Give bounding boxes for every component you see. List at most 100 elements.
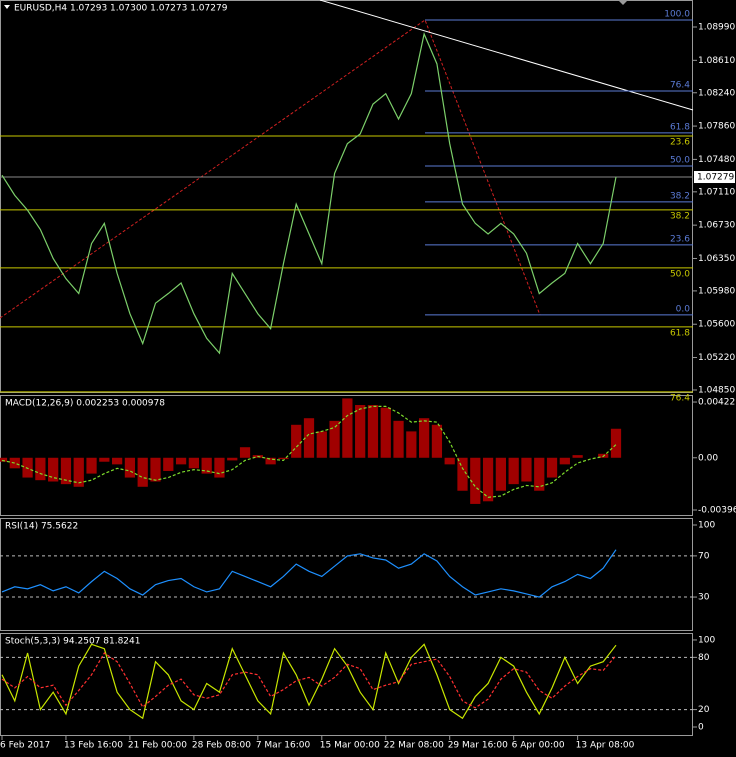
histogram-bar	[278, 457, 289, 460]
panel-title: MACD(12,26,9) 0.002253 0.000978	[5, 399, 165, 409]
trendline	[319, 0, 694, 111]
series-line	[1, 652, 617, 709]
series-line	[1, 549, 617, 598]
panel-frames	[0, 0, 693, 736]
x-tick-label: 21 Feb 00:00	[128, 741, 187, 751]
zigzag-trendline	[0, 19, 541, 319]
histogram-bar	[99, 457, 110, 462]
histogram-bar	[508, 457, 519, 485]
fib-label: 0.0	[676, 304, 691, 314]
histogram-bar	[482, 457, 494, 502]
panel-title: Stoch(5,3,3) 94.2507 81.8241	[5, 637, 140, 647]
x-tick-label: 6 Feb 2017	[0, 741, 50, 751]
y-tick-label: 1.04850	[698, 385, 735, 395]
histogram-bar	[419, 418, 430, 458]
x-tick-label: 15 Mar 00:00	[320, 741, 380, 751]
histogram-bar	[265, 457, 276, 465]
y-tick-label: 100	[698, 635, 715, 645]
histogram-bar	[35, 457, 46, 481]
y-tick-label: 1.07480	[698, 155, 735, 165]
histogram-bar	[431, 424, 443, 458]
x-tick-label: 13 Apr 08:00	[576, 741, 635, 751]
histogram-bar	[534, 457, 545, 491]
y-tick-label: 1.08990	[698, 23, 735, 33]
x-tick-label: 13 Feb 16:00	[64, 741, 123, 751]
x-tick-label: 28 Feb 08:00	[192, 741, 251, 751]
histogram-bar	[239, 447, 251, 458]
histogram-bar	[367, 405, 379, 458]
fib-label: 100.0	[664, 9, 690, 19]
histogram-bar	[303, 418, 315, 458]
stoch-frame	[0, 633, 693, 736]
current-price-label: 1.07279	[697, 173, 734, 183]
y-tick-label: 1.07110	[698, 187, 735, 197]
histogram-bar	[137, 457, 148, 487]
histogram-bar	[457, 457, 468, 491]
y-tick-label: 1.05980	[698, 286, 735, 296]
histogram-bar	[470, 457, 481, 504]
histogram-bar	[124, 457, 136, 478]
series-line	[1, 32, 617, 355]
histogram-bar	[175, 457, 187, 465]
macd-frame	[0, 395, 693, 516]
histogram-bar	[60, 457, 72, 485]
histogram-bar	[316, 431, 327, 458]
y-tick-label: 0.004227	[698, 398, 736, 408]
histogram-bar	[342, 398, 353, 458]
histogram-bar	[22, 457, 33, 478]
histogram-bar	[73, 457, 84, 487]
fib-label: 38.2	[670, 211, 690, 221]
current-price-box	[694, 171, 735, 184]
y-tick-label: 100	[698, 521, 715, 531]
histogram-bar	[291, 424, 302, 458]
histogram-bar	[495, 457, 506, 491]
histogram-bar	[150, 457, 161, 482]
histogram-bar	[559, 457, 570, 465]
fib-label: 76.4	[670, 81, 690, 91]
y-tick-label: 1.06350	[698, 254, 735, 264]
panel-title: RSI(14) 75.5622	[5, 522, 78, 532]
fib-label: 50.0	[670, 269, 690, 279]
y-tick-label: 20	[698, 705, 710, 715]
histogram-bar	[9, 457, 20, 469]
histogram-bar	[201, 457, 212, 474]
series-line	[1, 643, 617, 720]
histogram-bar	[188, 457, 199, 469]
histogram-bar	[355, 405, 366, 458]
y-tick-label: 1.07860	[698, 122, 735, 132]
x-tick-label: 22 Mar 08:00	[384, 741, 444, 751]
y-tick-label: 0	[698, 722, 704, 732]
plot-layer: 1.08990 1.08610 1.08240 1.07860 1.07480 1.071…	[0, 4, 736, 751]
fib-label: 76.4	[670, 393, 690, 403]
histogram-bar	[227, 457, 238, 461]
histogram-bar	[163, 457, 174, 471]
shift-marker	[618, 0, 628, 5]
y-tick-label: 70	[698, 551, 710, 561]
x-tick-label: 29 Mar 16:00	[448, 741, 508, 751]
y-tick-label: 30	[698, 593, 710, 603]
y-tick-label: 1.08240	[698, 88, 735, 98]
x-tick-label: 6 Apr 00:00	[512, 741, 565, 751]
fib-label: 38.2	[670, 191, 690, 201]
y-tick-label: -0.003961	[698, 506, 736, 516]
histogram-bar	[329, 420, 340, 458]
price-frame	[0, 0, 693, 393]
y-tick-label: 1.08610	[698, 56, 735, 66]
y-tick-label: 1.05220	[698, 353, 735, 363]
histogram-bar	[112, 457, 123, 465]
histogram-bar	[521, 457, 532, 482]
y-tick-label: 0.00	[698, 453, 718, 463]
histogram-bar	[444, 457, 455, 465]
y-tick-label: 1.05600	[698, 320, 735, 330]
histogram-bar	[48, 457, 59, 482]
histogram-bar	[214, 457, 225, 478]
panel-title: EURUSD,H4 1.07293 1.07300 1.07273 1.0727…	[14, 4, 228, 14]
histogram-bar	[546, 457, 558, 478]
fib-label: 23.6	[670, 137, 690, 147]
histogram-bar	[0, 457, 8, 462]
y-tick-label: 1.06730	[698, 221, 735, 231]
x-tick-label: 7 Mar 16:00	[256, 741, 311, 751]
rsi-frame	[0, 518, 693, 631]
histogram-bar	[393, 420, 404, 458]
